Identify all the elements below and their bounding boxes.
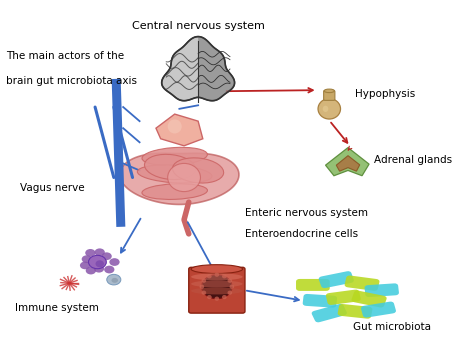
Ellipse shape: [323, 106, 328, 112]
Text: Enteric nervous system: Enteric nervous system: [245, 208, 368, 218]
FancyBboxPatch shape: [361, 302, 396, 318]
FancyBboxPatch shape: [319, 271, 354, 288]
Text: The main actors of the: The main actors of the: [6, 51, 124, 61]
Ellipse shape: [215, 296, 219, 301]
Ellipse shape: [200, 285, 204, 289]
Ellipse shape: [94, 265, 104, 273]
Ellipse shape: [222, 295, 227, 299]
Ellipse shape: [142, 184, 208, 200]
Ellipse shape: [168, 119, 182, 133]
Polygon shape: [120, 153, 239, 204]
Ellipse shape: [85, 249, 96, 257]
Ellipse shape: [107, 274, 121, 285]
Ellipse shape: [137, 165, 212, 183]
FancyBboxPatch shape: [345, 275, 380, 291]
FancyBboxPatch shape: [352, 290, 387, 307]
Ellipse shape: [318, 99, 340, 119]
Polygon shape: [198, 37, 235, 102]
Ellipse shape: [111, 278, 118, 283]
Text: Enteroendocrine cells: Enteroendocrine cells: [245, 229, 358, 239]
Ellipse shape: [191, 288, 243, 294]
Text: Hypophysis: Hypophysis: [355, 89, 415, 99]
Ellipse shape: [142, 147, 208, 165]
Ellipse shape: [201, 279, 206, 283]
Polygon shape: [156, 114, 203, 146]
Ellipse shape: [207, 274, 212, 278]
Text: Central nervous system: Central nervous system: [132, 21, 264, 31]
FancyBboxPatch shape: [337, 304, 373, 319]
Ellipse shape: [228, 290, 232, 295]
Polygon shape: [336, 155, 360, 171]
FancyBboxPatch shape: [324, 91, 335, 100]
Ellipse shape: [324, 89, 335, 93]
Ellipse shape: [173, 158, 224, 183]
FancyBboxPatch shape: [326, 290, 361, 305]
Ellipse shape: [145, 154, 196, 180]
FancyBboxPatch shape: [189, 267, 245, 313]
FancyBboxPatch shape: [365, 283, 399, 297]
Ellipse shape: [82, 255, 92, 263]
FancyBboxPatch shape: [303, 294, 337, 308]
Ellipse shape: [201, 290, 206, 295]
Ellipse shape: [96, 260, 104, 267]
Ellipse shape: [207, 295, 212, 299]
Ellipse shape: [94, 248, 105, 256]
Ellipse shape: [229, 285, 234, 289]
Ellipse shape: [191, 273, 243, 280]
FancyBboxPatch shape: [296, 279, 330, 291]
Ellipse shape: [168, 163, 201, 192]
Ellipse shape: [101, 252, 112, 260]
Text: brain gut microbiota axis: brain gut microbiota axis: [6, 76, 137, 86]
Text: Gut microbiota: Gut microbiota: [353, 322, 431, 332]
Text: Immune system: Immune system: [16, 303, 100, 313]
Ellipse shape: [191, 265, 243, 273]
FancyBboxPatch shape: [311, 304, 347, 322]
Ellipse shape: [201, 275, 232, 299]
Ellipse shape: [89, 255, 106, 269]
Polygon shape: [162, 37, 235, 101]
Ellipse shape: [222, 274, 227, 278]
Ellipse shape: [104, 266, 114, 273]
Ellipse shape: [228, 279, 232, 283]
Ellipse shape: [109, 258, 119, 266]
Ellipse shape: [80, 262, 90, 269]
Text: Vagus nerve: Vagus nerve: [20, 183, 85, 193]
Ellipse shape: [215, 273, 219, 277]
Ellipse shape: [86, 267, 96, 274]
Text: Adrenal glands: Adrenal glands: [374, 155, 452, 165]
Polygon shape: [326, 148, 369, 176]
Ellipse shape: [191, 280, 243, 288]
